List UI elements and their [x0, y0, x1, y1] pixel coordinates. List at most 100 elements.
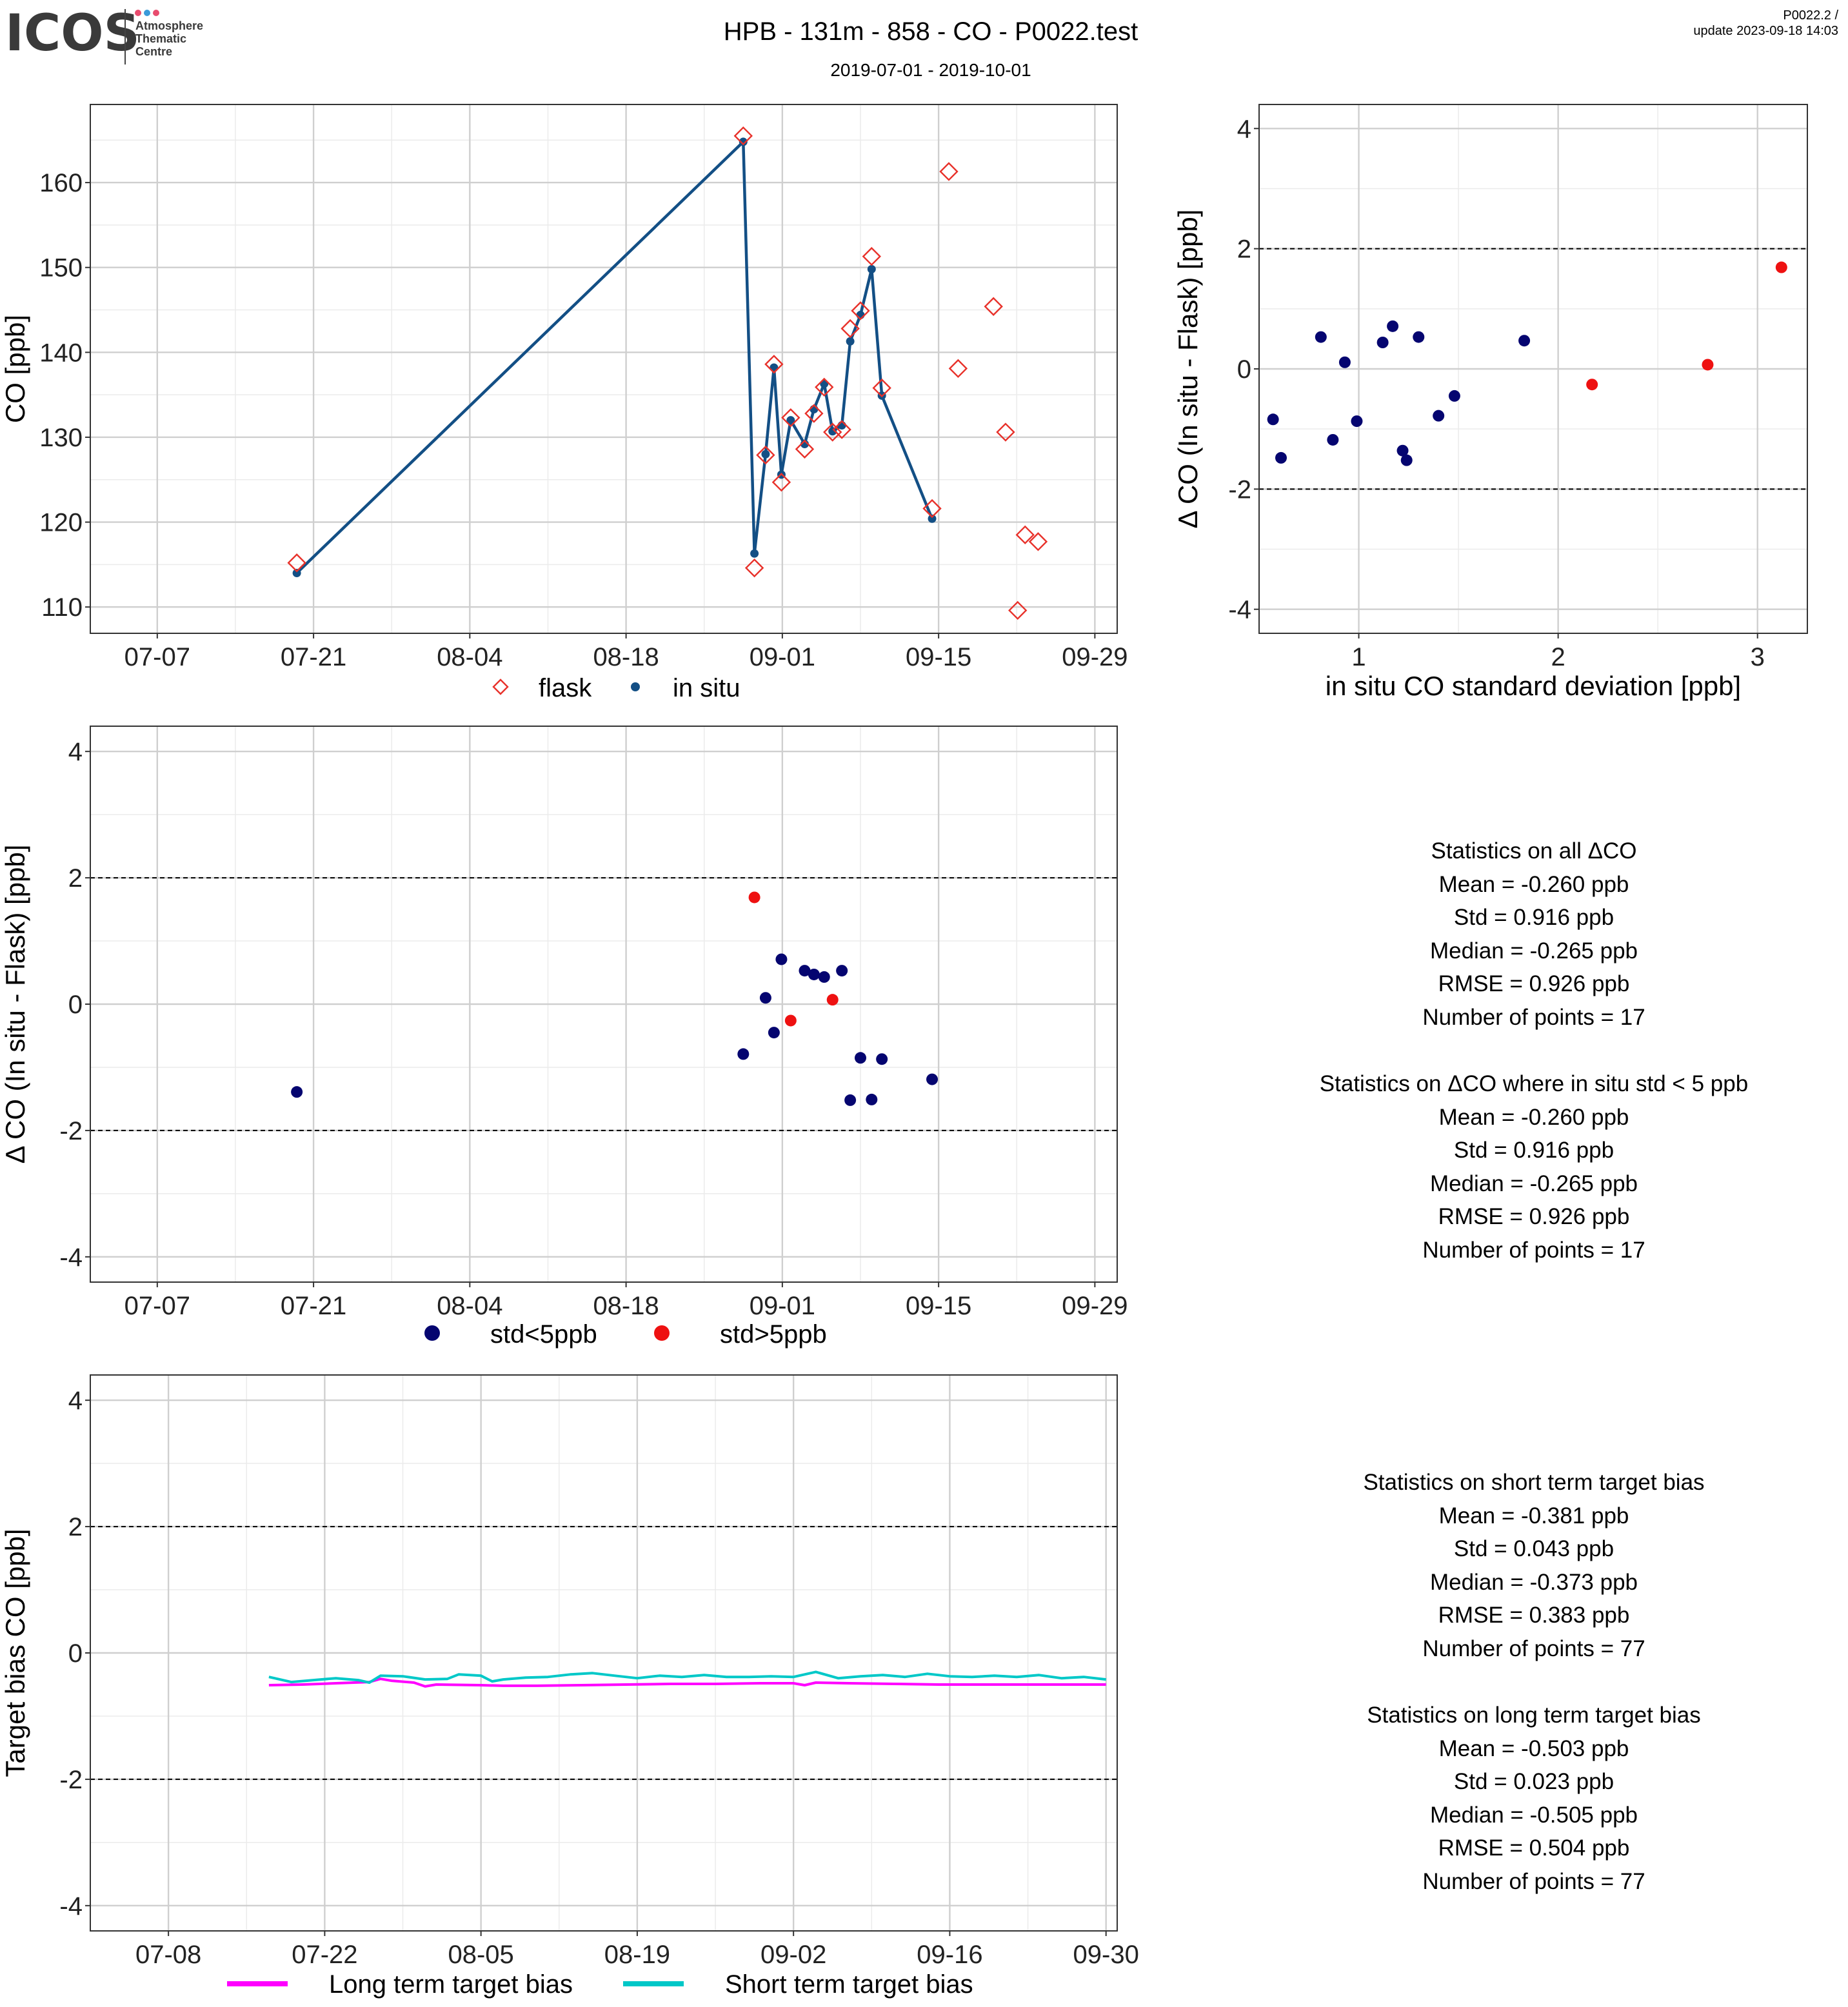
std-low-point	[1396, 444, 1409, 457]
x-tick-label: 09-29	[1062, 1292, 1128, 1320]
legend-insitu-symbol	[631, 682, 640, 691]
std-low-point	[1267, 413, 1279, 426]
std-low-point	[836, 965, 848, 977]
y-tick-label: -4	[59, 1892, 83, 1921]
insitu-point	[761, 450, 770, 459]
flask-point	[795, 439, 815, 459]
std-low-point	[768, 1027, 780, 1039]
x-tick-label: 09-29	[1062, 643, 1128, 671]
long-bias-line	[268, 1677, 1106, 1688]
stats-line: Mean = -0.381 ppb	[1439, 1503, 1629, 1528]
x-tick-label: 07-21	[281, 1292, 346, 1320]
std-low-point	[808, 968, 820, 980]
stats-title: Statistics on long term target bias	[1367, 1703, 1700, 1728]
insitu-point	[810, 405, 819, 414]
std-low-point	[1413, 331, 1425, 343]
plot-frame	[90, 1374, 1118, 1932]
y-tick-label: 0	[68, 991, 83, 1019]
x-tick-label: 09-02	[760, 1941, 826, 1969]
y-tick-label: 4	[1237, 115, 1251, 143]
flask-point	[922, 499, 942, 519]
flask-point	[996, 422, 1015, 442]
x-tick-label: 08-04	[437, 1292, 502, 1320]
legend-std-low-symbol	[424, 1325, 440, 1341]
x-tick-label: 1	[1351, 643, 1366, 671]
std-low-point	[1351, 415, 1363, 428]
x-tick-label: 2	[1551, 643, 1565, 671]
std-low-point	[291, 1086, 303, 1098]
std-low-point	[775, 953, 788, 965]
delta-legend: std<5ppb std>5ppb	[424, 1320, 827, 1349]
stats-title: Statistics on all ΔCO	[1431, 838, 1636, 864]
insitu-point	[846, 337, 855, 346]
chart-subtitle: 2019-07-01 - 2019-10-01	[830, 60, 1031, 80]
y-tick-label: 4	[68, 738, 83, 766]
stats-short-bias: Statistics on short term target bias Mea…	[1363, 1470, 1704, 1661]
x-tick-label: 3	[1751, 643, 1765, 671]
y-tick-label: -2	[59, 1117, 83, 1145]
std-high-point	[748, 891, 760, 904]
delta-time-panel: 07-07 07-21 08-04 08-18 09-01 09-15 09-29 -4 -2 0…	[0, 726, 1128, 1320]
flask-point	[832, 420, 851, 439]
y-tick-label: 120	[39, 509, 83, 537]
x-tick-label: 07-22	[292, 1941, 357, 1969]
x-tick-label: 07-07	[124, 1292, 190, 1320]
std-low-point	[737, 1048, 750, 1060]
x-tick-label: 08-18	[593, 1292, 659, 1320]
x-tick-label: 08-19	[604, 1941, 670, 1969]
stats-line: Number of points = 77	[1422, 1869, 1645, 1894]
stats-line: Number of points = 17	[1422, 1005, 1645, 1030]
y-tick-label: -4	[1228, 596, 1251, 624]
x-tick-label: 08-04	[437, 643, 502, 671]
flask-point	[984, 297, 1003, 316]
std-low-point	[844, 1094, 857, 1106]
y-tick-label: 0	[1237, 355, 1251, 384]
x-tick-label: 09-15	[906, 1292, 971, 1320]
insitu-point	[928, 514, 937, 523]
x-tick-label: 07-08	[135, 1941, 201, 1969]
stats-line: Median = -0.265 ppb	[1430, 1171, 1638, 1196]
std-high-point	[826, 994, 839, 1006]
stats-line: Std = 0.916 ppb	[1454, 1138, 1614, 1163]
stats-line: Mean = -0.260 ppb	[1439, 872, 1629, 897]
std-low-point	[1400, 454, 1413, 466]
flask-point	[764, 355, 784, 374]
flask-point	[948, 359, 968, 379]
stats-line: RMSE = 0.926 ppb	[1438, 971, 1630, 996]
stats-title: Statistics on short term target bias	[1363, 1470, 1704, 1495]
plot-frame	[90, 104, 1118, 634]
stats-line: Std = 0.916 ppb	[1454, 905, 1614, 930]
timeseries-panel: 07-07 07-21 08-04 08-18 09-01 09-15 09-29 110 12…	[0, 104, 1128, 671]
plot-area	[90, 104, 1117, 633]
std-low-point	[1376, 337, 1389, 348]
stats-line: Median = -0.505 ppb	[1430, 1803, 1638, 1828]
stats-line: RMSE = 0.504 ppb	[1438, 1835, 1630, 1861]
insitu-point	[837, 421, 846, 430]
std-low-point	[876, 1053, 888, 1065]
insitu-point	[739, 137, 748, 146]
flask-point	[804, 404, 824, 423]
stats-line: Mean = -0.503 ppb	[1439, 1736, 1629, 1761]
std-low-point	[818, 971, 830, 983]
target-bias-panel: 07-08 07-22 08-05 08-19 09-02 09-16 09-30 -4 -2 0…	[0, 1374, 1139, 1969]
stats-line: Number of points = 17	[1422, 1238, 1645, 1263]
std-low-point	[1275, 451, 1287, 464]
legend-flask-symbol	[492, 678, 509, 695]
std-low-point	[926, 1073, 939, 1085]
flask-point	[733, 126, 753, 146]
chart-title: HPB - 131m - 858 - CO - P0022.test	[724, 17, 1138, 46]
flask-point	[1015, 525, 1035, 545]
logo-sub-line: Thematic	[135, 32, 186, 45]
y-tick-label: 2	[68, 1513, 83, 1541]
std-low-point	[799, 965, 811, 977]
std-high-point	[1586, 379, 1598, 391]
x-tick-label: 09-15	[906, 643, 971, 671]
y-tick-label: 2	[68, 864, 83, 893]
flask-point	[756, 445, 775, 465]
flask-point	[744, 558, 764, 578]
insitu-point	[750, 549, 759, 558]
logo-word: ICOS	[5, 5, 140, 63]
y-tick-label: -2	[59, 1766, 83, 1794]
flask-point	[771, 473, 791, 492]
